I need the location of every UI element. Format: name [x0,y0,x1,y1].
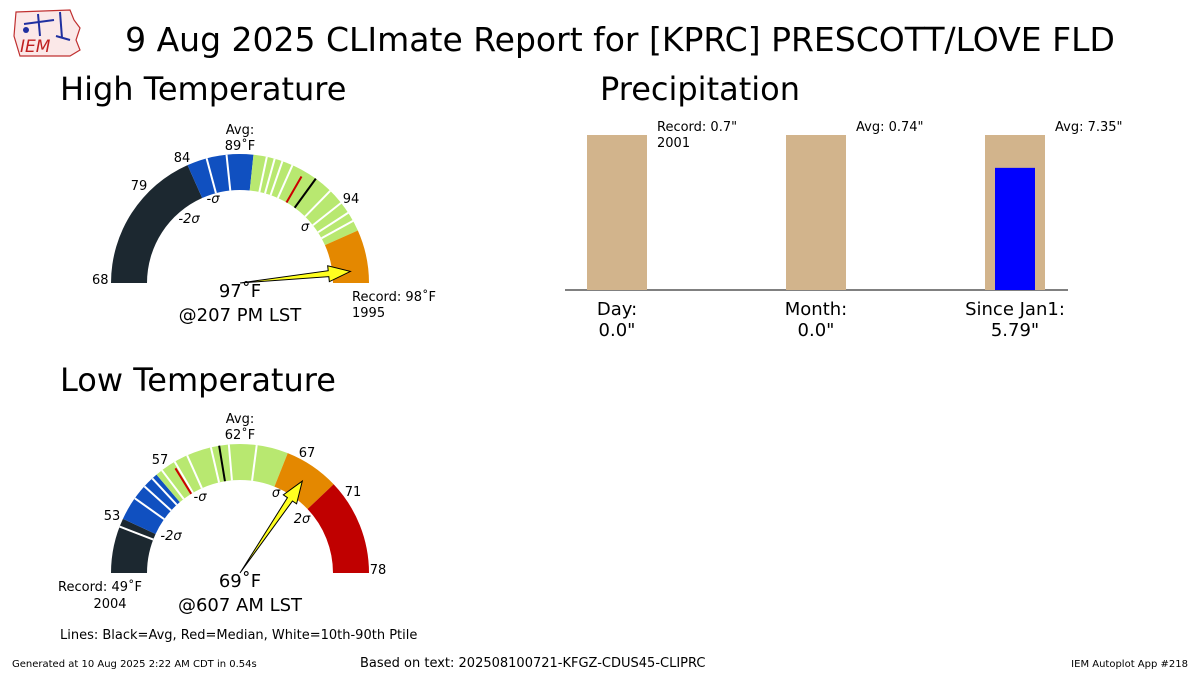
low-temperature-observed-arrow [239,479,304,574]
high-temperature-median-line [285,175,303,203]
high-temperature-record-label: Record: 98˚F [352,289,436,305]
low-temperature-zone-3 [274,453,334,510]
high-temperature-avg-value-label: 89˚F [225,138,256,154]
iem-logo: IEM [10,6,84,60]
low-temperature-zone-4 [307,484,369,573]
high-temperature-zone-1 [187,154,254,199]
low-temperature-tick-label-1: 57 [152,453,169,468]
precip-category-label-2: Since Jan1: [965,299,1065,320]
precip-observed-bar-2 [995,167,1035,290]
high-temperature-record-year: 1995 [352,306,385,321]
precip-observed-label-2: 5.79" [991,320,1039,341]
low-temp-title: Low Temperature [60,361,336,399]
precip-average-label-2: Avg: 7.35" [1055,120,1123,135]
low-temperature-avg-value-label: 62˚F [225,427,256,443]
high-temperature-percentile-line-9 [321,219,354,240]
generated-note: Generated at 10 Aug 2025 2:22 AM CDT in … [12,659,257,670]
high-temperature-observed-value: 97˚F [219,281,261,302]
low-temperature-record-year: 2004 [93,597,126,612]
low-temperature-tick-label-3: 71 [345,485,362,500]
low-temperature-zone-2 [156,443,288,503]
high-temperature-percentile-line-0 [205,158,217,194]
low-temperature-percentile-line-3 [151,477,178,506]
low-temperature-percentile-line-7 [209,447,220,483]
high-temperature-observed-arrow [239,265,352,284]
low-temperature-sigma-label-1: -σ [194,490,208,505]
low-temperature-percentile-line-9 [251,444,258,481]
precip-observed-label-0: 0.0" [599,320,636,341]
low-temperature-zone-1 [122,474,180,534]
precip-average-label-1: Avg: 0.74" [856,120,924,135]
high-temperature-percentile-line-3 [264,158,276,194]
low-temperature-sigma-label-2: σ [272,486,281,501]
low-temperature-median-line [174,467,193,495]
low-temperature-avg-line [218,445,226,482]
precip-average-label-0: Record: 0.7" [657,120,737,135]
low-temperature-zone-0 [111,518,156,573]
high-temperature-tick-label-0: 68 [92,273,109,288]
low-temperature-tick-label-0: 53 [104,509,121,524]
high-temperature-percentile-line-8 [317,211,349,234]
low-temperature-percentile-line-1 [134,497,165,520]
high-temperature-observed-time: @207 PM LST [179,305,303,326]
page-title: 9 Aug 2025 CLImate Report for [KPRC] PRE… [125,20,1115,59]
low-temperature-tick-label-2: 67 [299,446,316,461]
high-temperature-sigma-label-1: -σ [207,192,221,207]
low-temperature-percentile-line-5 [173,461,194,494]
high-temperature-percentile-line-1 [225,154,232,191]
high-temperature-percentile-line-2 [258,156,268,193]
low-temperature-tick-label-4: 78 [370,563,387,578]
low-temperature-percentile-line-0 [119,525,154,541]
low-temperature-percentile-line-6 [186,454,203,489]
app-note: IEM Autoplot App #218 [1071,659,1188,670]
precip-category-label-1: Month: [785,299,847,320]
low-temperature-sigma-label-0: -2σ [160,529,182,544]
precip-category-label-0: Day: [597,299,637,320]
high-temperature-sigma-label-0: -2σ [178,212,200,227]
precip-avg-bar-1 [786,135,846,290]
logo-text: IEM [20,37,51,57]
high-temperature-zone-0 [111,165,203,283]
high-temp-title: High Temperature [60,70,347,108]
precip-record-year: 2001 [657,136,690,151]
low-temperature-percentile-line-4 [161,469,185,500]
high-temperature-percentile-line-7 [312,202,342,227]
low-temperature-sigma-label-3: 2σ [294,512,311,527]
high-temperature-avg-label: Avg: [226,123,254,138]
low-temperature-avg-label: Avg: [226,412,254,427]
high-temperature-tick-label-3: 94 [343,192,360,207]
low-temperature-percentile-line-8 [227,444,233,481]
precip-avg-bar-0 [587,135,647,290]
high-temperature-percentile-line-6 [304,190,331,218]
low-temperature-percentile-line-2 [143,485,172,512]
lines-legend: Lines: Black=Avg, Red=Median, White=10th… [60,628,418,643]
high-temperature-tick-label-1: 79 [131,179,148,194]
high-temperature-tick-label-2: 84 [174,151,191,166]
precip-observed-label-1: 0.0" [798,320,835,341]
low-temperature-record-label: Record: 49˚F [58,579,142,595]
precip-title: Precipitation [600,70,801,108]
low-temperature-observed-value: 69˚F [219,571,261,592]
high-temperature-avg-line [293,178,317,209]
low-temperature-observed-time: @607 AM LST [178,595,303,616]
source-text-note: Based on text: 202508100721-KFGZ-CDUS45-… [360,656,706,671]
high-temperature-percentile-line-4 [269,160,284,196]
high-temperature-sigma-label-2: σ [301,220,310,235]
high-temperature-percentile-line-5 [276,164,294,199]
